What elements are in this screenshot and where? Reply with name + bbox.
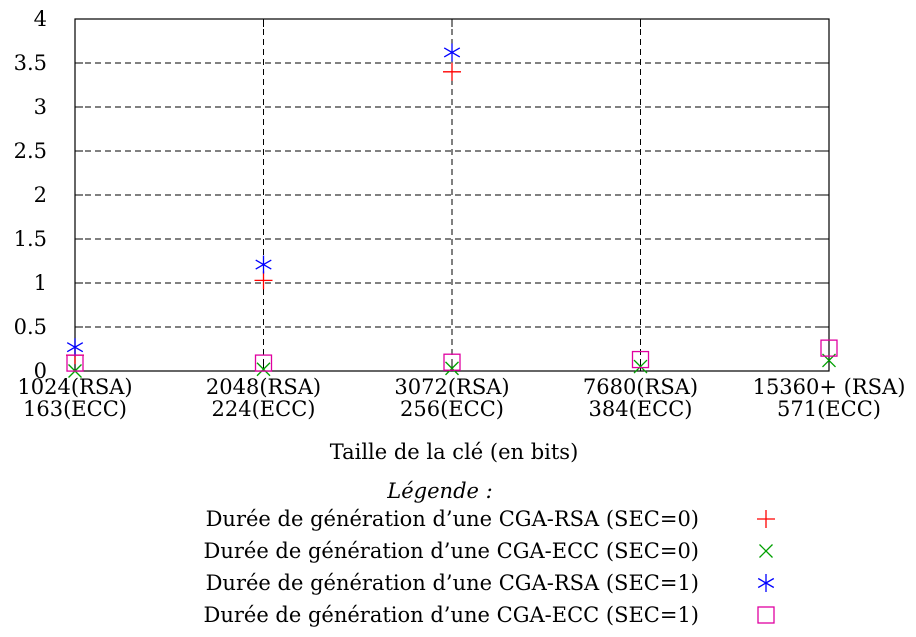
x-tick-label: 7680(RSA)	[583, 375, 698, 399]
legend-marker-plus	[757, 510, 775, 528]
point-square	[254, 354, 273, 372]
y-tick-label: 2.5	[14, 139, 47, 163]
grid	[75, 19, 829, 371]
legend-title: Légende :	[386, 479, 492, 503]
y-tick-label: 1	[34, 271, 47, 295]
point-cross	[445, 361, 459, 376]
point-star	[66, 338, 84, 357]
y-tick-label: 3.5	[14, 51, 47, 75]
y-tick-label: 0	[34, 359, 47, 383]
point-square	[443, 353, 461, 371]
x-tick-label: 3072(RSA)	[394, 375, 509, 399]
point-square	[820, 339, 838, 357]
x-tick-label: 384(ECC)	[589, 397, 693, 421]
y-tick-label: 0.5	[14, 315, 47, 339]
x-tick-label: 163(ECC)	[23, 397, 127, 421]
point-cross	[633, 359, 648, 374]
axis-ticks: 0 0.5 1 1.5 2 2.5 3 3.5 4 1024(RSA)163(ECC) 2048(R…	[14, 7, 906, 421]
x-tick-label: 15360+ (RSA)	[753, 375, 906, 399]
point-square	[631, 350, 650, 369]
legend-label: Durée de génération d’une CGA-RSA (SEC=1…	[206, 571, 699, 595]
legend-marker-square	[757, 606, 775, 624]
legend-marker-star	[757, 574, 775, 592]
x-tick-label: 256(ECC)	[400, 397, 504, 421]
x-tick-label: 571(ECC)	[777, 397, 881, 421]
point-cross	[256, 362, 271, 377]
point-star	[443, 43, 461, 62]
point-plus	[443, 62, 461, 81]
x-axis-title: Taille de la clé (en bits)	[330, 440, 579, 464]
x-tick-label: 1024(RSA)	[17, 375, 132, 399]
x-tick-label: 224(ECC)	[212, 397, 316, 421]
y-tick-label: 1.5	[14, 227, 47, 251]
data-points	[66, 43, 838, 378]
legend-label: Durée de génération d’une CGA-ECC (SEC=1…	[204, 603, 700, 627]
y-tick-label: 3	[34, 95, 47, 119]
point-star	[255, 255, 272, 274]
legend-label: Durée de génération d’une CGA-ECC (SEC=0…	[204, 539, 700, 563]
legend: Légende : Durée de génération d’une CGA-…	[204, 479, 775, 627]
point-square	[66, 354, 84, 372]
y-tick-label: 2	[34, 183, 47, 207]
legend-entries: Durée de génération d’une CGA-RSA (SEC=0…	[204, 507, 775, 627]
x-tick-label: 2048(RSA)	[206, 375, 321, 399]
legend-marker-cross	[759, 544, 773, 558]
legend-label: Durée de génération d’une CGA-RSA (SEC=0…	[206, 507, 699, 531]
point-plus	[254, 271, 273, 290]
y-tick-label: 4	[34, 7, 47, 31]
